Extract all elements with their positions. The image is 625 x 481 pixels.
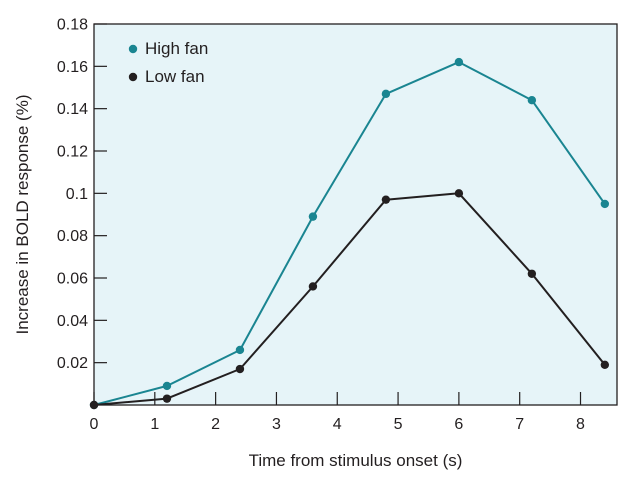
legend-marker — [128, 72, 138, 82]
legend-marker — [128, 44, 138, 54]
data-point-series-2 — [381, 195, 391, 204]
x-tick-label: 5 — [394, 416, 403, 433]
data-point-series-1 — [381, 89, 391, 99]
x-tick-label: 1 — [150, 416, 159, 433]
plot-frame — [93, 23, 618, 406]
series-line-2 — [93, 192, 606, 406]
data-point-series-2 — [600, 360, 610, 369]
x-axis-ticks: 0 1 2 3 4 5 6 7 8 — [90, 392, 585, 433]
data-point-series-1 — [600, 199, 610, 209]
legend: High fan Low fan — [128, 39, 208, 86]
data-point-series-2 — [235, 364, 245, 374]
plot-background — [94, 24, 617, 405]
data-point-series-1 — [527, 96, 537, 105]
series-layer — [89, 57, 610, 410]
data-point-series-2 — [162, 394, 172, 403]
y-axis-ticks: 0.02 0.04 0.06 0.08 0.1 0.12 0.14 0.16 0.18 — [57, 17, 107, 372]
x-tick-label: 2 — [211, 416, 220, 433]
data-point-series-2 — [454, 189, 464, 198]
x-axis-title: Time from stimulus onset (s) — [249, 451, 463, 470]
data-point-series-1 — [454, 57, 464, 67]
y-tick-label: 0.1 — [66, 186, 88, 203]
y-tick-label: 0.04 — [57, 313, 88, 330]
y-tick-label: 0.14 — [57, 101, 88, 118]
x-tick-label: 3 — [272, 416, 281, 433]
data-point-series-2 — [308, 282, 318, 291]
data-point-series-1 — [162, 381, 172, 391]
y-tick-label: 0.02 — [57, 355, 88, 372]
data-point-series-1 — [308, 212, 318, 221]
series-line-1 — [93, 61, 606, 406]
x-tick-label: 7 — [515, 416, 524, 433]
y-tick-label: 0.16 — [57, 59, 88, 76]
x-tick-label: 6 — [454, 416, 463, 433]
y-tick-label: 0.08 — [57, 228, 88, 245]
y-tick-label: 0.18 — [57, 17, 88, 34]
x-tick-label: 8 — [576, 416, 585, 433]
data-point-series-2 — [527, 269, 537, 278]
x-tick-label: 0 — [90, 416, 99, 433]
y-axis-title: Increase in BOLD response (%) — [13, 95, 32, 335]
y-tick-label: 0.06 — [57, 271, 88, 288]
legend-label: Low fan — [145, 67, 205, 86]
legend-label: High fan — [145, 39, 208, 58]
x-tick-label: 4 — [333, 416, 342, 433]
y-tick-label: 0.12 — [57, 144, 88, 161]
data-point-series-1 — [235, 345, 245, 355]
